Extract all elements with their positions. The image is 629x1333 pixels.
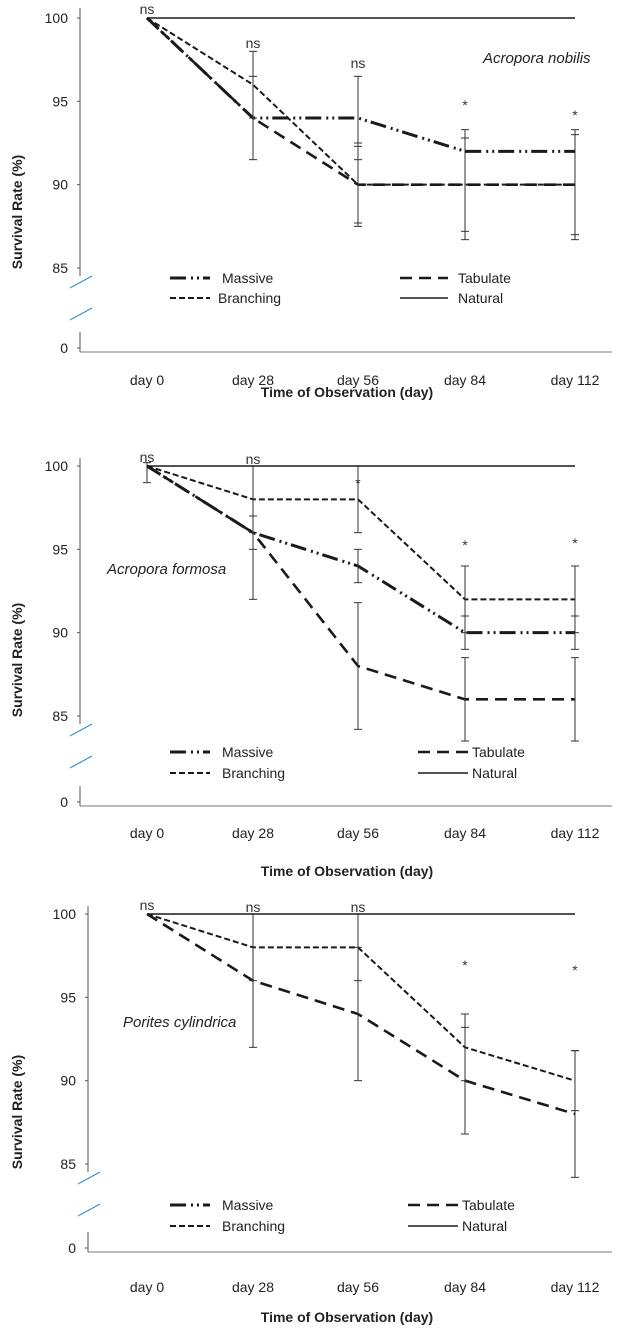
x-tick-label: day 112 xyxy=(551,1279,600,1295)
species-annotation: Porites cylindrica xyxy=(123,1014,236,1031)
x-axis-title: Time of Observation (day) xyxy=(261,863,433,879)
significance-label: * xyxy=(355,475,361,491)
significance-label: ns xyxy=(351,55,366,71)
y-tick-label: 100 xyxy=(53,906,77,922)
y-tick-label: 100 xyxy=(45,10,69,26)
axis-break-mark xyxy=(77,1171,101,1185)
y-tick-label: 85 xyxy=(60,1156,76,1172)
significance-label: ns xyxy=(140,449,155,465)
x-tick-label: day 0 xyxy=(130,372,164,388)
legend-label-massive: Massive xyxy=(222,1197,274,1213)
significance-label: * xyxy=(462,97,468,113)
y-axis-title: Survival Rate (%) xyxy=(9,1055,25,1169)
species-annotation: Acropora nobilis xyxy=(482,50,591,67)
significance-label: * xyxy=(462,537,468,553)
legend-label-tabulate: Tabulate xyxy=(462,1197,515,1213)
axis-break-mark xyxy=(69,755,93,769)
x-tick-label: day 28 xyxy=(232,825,274,841)
legend-label-tabulate: Tabulate xyxy=(472,744,525,760)
x-axis-title: Time of Observation (day) xyxy=(261,1309,433,1325)
significance-label: ns xyxy=(246,451,261,467)
y-tick-label: 90 xyxy=(52,177,68,193)
y-tick-label: 0 xyxy=(60,794,68,810)
legend-label-natural: Natural xyxy=(462,1218,507,1234)
chart-panel-3: 0 85 90 95 100 day 0 day 28 day 56 day 84 day 112… xyxy=(9,897,612,1325)
axis-break-mark xyxy=(69,275,93,289)
chart-panel-1: 0 85 90 95 100 day 0 day 28 day 56 day 84 day 112… xyxy=(9,1,612,400)
x-tick-label: day 28 xyxy=(232,372,274,388)
significance-label: ns xyxy=(351,899,366,915)
legend-label-tabulate: Tabulate xyxy=(458,270,511,286)
significance-label: * xyxy=(462,957,468,973)
axis-break-mark xyxy=(69,723,93,737)
legend-label-branching: Branching xyxy=(218,290,281,306)
y-tick-label: 95 xyxy=(52,541,68,557)
series-line-branching xyxy=(146,913,576,1082)
significance-label: ns xyxy=(140,897,155,913)
x-tick-label: day 84 xyxy=(444,825,486,841)
x-tick-label: day 56 xyxy=(337,1279,379,1295)
y-tick-label: 0 xyxy=(60,340,68,356)
axis-break-mark xyxy=(77,1203,101,1217)
legend-label-branching: Branching xyxy=(222,765,285,781)
x-tick-label: day 56 xyxy=(337,372,379,388)
significance-label: * xyxy=(572,107,578,123)
y-axis-title: Survival Rate (%) xyxy=(9,603,25,717)
legend-label-natural: Natural xyxy=(458,290,503,306)
x-tick-label: day 28 xyxy=(232,1279,274,1295)
axis-break-mark xyxy=(69,307,93,321)
legend-label-branching: Branching xyxy=(222,1218,285,1234)
legend-label-massive: Massive xyxy=(222,270,274,286)
significance-label: ns xyxy=(246,899,261,915)
legend-label-massive: Massive xyxy=(222,744,274,760)
y-tick-label: 85 xyxy=(52,708,68,724)
significance-label: * xyxy=(572,535,578,551)
y-tick-label: 90 xyxy=(60,1073,76,1089)
y-tick-label: 95 xyxy=(60,989,76,1005)
chart-panel-2: 0 85 90 95 100 day 0 day 28 day 56 day 84 day 112… xyxy=(9,449,612,879)
significance-label: ns xyxy=(246,35,261,51)
x-tick-label: day 84 xyxy=(444,372,486,388)
y-tick-label: 100 xyxy=(45,458,69,474)
x-tick-label: day 56 xyxy=(337,825,379,841)
y-tick-label: 90 xyxy=(52,625,68,641)
x-tick-label: day 84 xyxy=(444,1279,486,1295)
significance-label: ns xyxy=(140,1,155,17)
species-annotation: Acropora formosa xyxy=(106,561,226,578)
x-tick-label: day 0 xyxy=(130,1279,164,1295)
legend-label-natural: Natural xyxy=(472,765,517,781)
y-tick-label: 95 xyxy=(52,93,68,109)
x-tick-label: day 0 xyxy=(130,825,164,841)
x-axis-title: Time of Observation (day) xyxy=(261,384,433,400)
y-axis-title: Survival Rate (%) xyxy=(9,155,25,269)
x-tick-label: day 112 xyxy=(551,372,600,388)
y-tick-label: 85 xyxy=(52,260,68,276)
x-tick-label: day 112 xyxy=(551,825,600,841)
y-tick-label: 0 xyxy=(68,1240,76,1256)
significance-label: * xyxy=(572,962,578,978)
series-line-massive xyxy=(145,16,575,153)
